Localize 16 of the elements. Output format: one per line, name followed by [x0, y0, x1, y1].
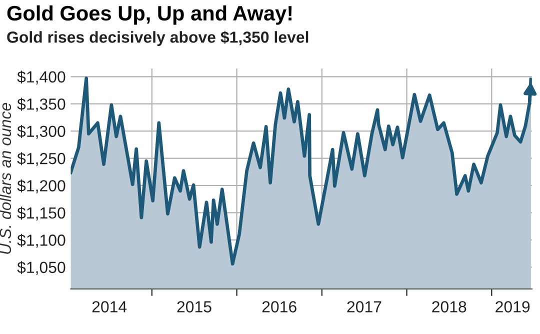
y-tick-label: $1,050 — [17, 261, 66, 275]
x-tick-label: 2014 — [92, 301, 127, 312]
y-tick-label: $1,350 — [17, 98, 66, 112]
x-tick-label: 2017 — [347, 301, 382, 312]
y-tick-label: $1,100 — [17, 234, 66, 248]
y-tick-label: $1,300 — [17, 125, 66, 139]
x-tick-label: 2016 — [262, 301, 296, 312]
y-tick-label: $1,200 — [17, 179, 66, 194]
chart-subtitle: Gold rises decisively above $1,350 level — [7, 30, 308, 46]
x-tick-label: 2018 — [432, 301, 466, 312]
chart-title: Gold Goes Up, Up and Away! — [7, 5, 292, 25]
y-tick-label: $1,150 — [17, 206, 66, 221]
x-tick-label: 2015 — [177, 301, 212, 312]
y-tick-label: $1,250 — [17, 152, 66, 166]
x-tick-label: 2019 — [496, 301, 530, 312]
y-tick-label: $1,400 — [17, 70, 66, 84]
